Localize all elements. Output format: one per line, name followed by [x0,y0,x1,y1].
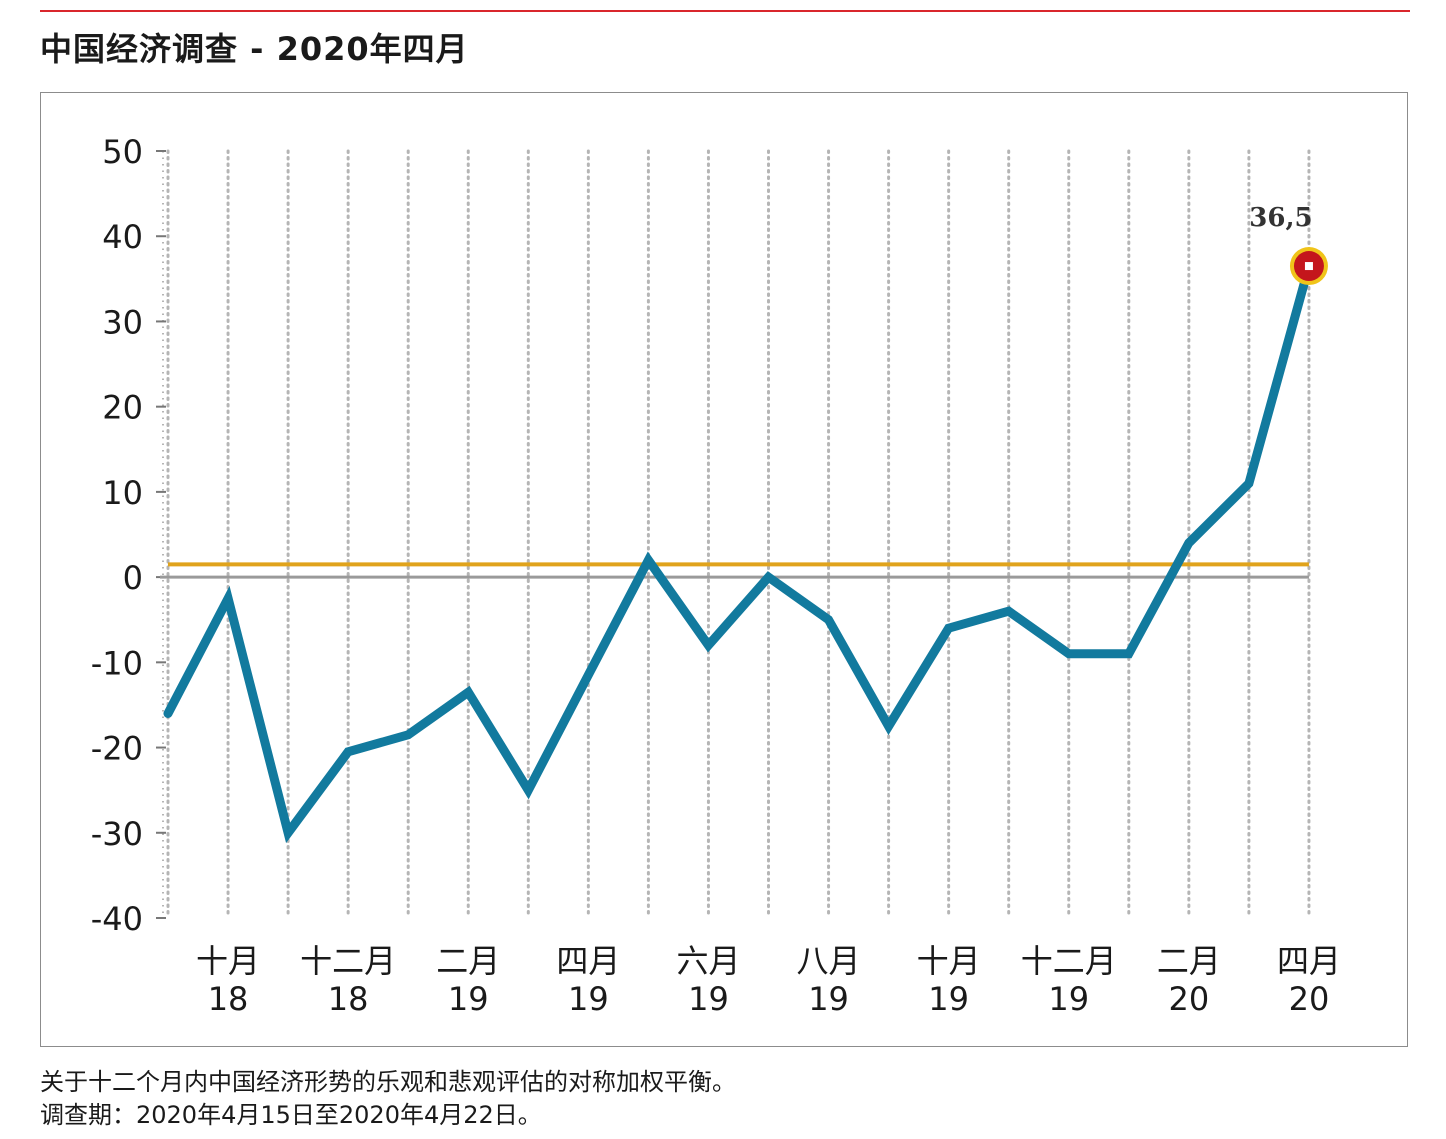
x-tick-label-month: 十二月 [1021,942,1117,980]
y-tick-label: 50 [102,133,143,171]
data-point [1067,652,1071,656]
x-tick-label-year: 18 [328,980,369,1018]
data-point [1247,481,1251,485]
data-point [887,724,891,728]
line-chart: 50403020100-10-20-30-4036,5十月18十二月18二月19… [91,133,1341,1018]
x-tick-label-month: 十月 [196,942,260,980]
x-tick-label-month: 十二月 [300,942,396,980]
data-point [1007,609,1011,613]
x-tick-label-year: 18 [208,980,249,1018]
series-line [163,261,1314,844]
x-tick-label-month: 四月 [1277,942,1341,980]
x-tick-label-year: 20 [1168,980,1209,1018]
data-point [406,733,410,737]
y-tick-label: -40 [91,900,143,938]
x-tick-label-month: 十月 [917,942,981,980]
data-point [646,558,650,562]
x-tick-label-month: 二月 [436,942,500,980]
highlight-marker-center [1304,262,1313,271]
data-point [526,788,530,792]
x-tick-label-year: 19 [568,980,609,1018]
footnote-survey-period: 调查期：2020年4月15日至2020年4月22日。 [40,1101,542,1129]
x-tick-label-year: 19 [688,980,729,1018]
y-tick-label: 0 [123,559,143,597]
data-point [586,673,590,677]
y-tick-label: 20 [102,389,143,427]
x-tick-label-year: 19 [448,980,489,1018]
data-point [706,643,710,647]
top-accent-rule [40,10,1410,12]
x-tick-label-month: 四月 [556,942,620,980]
y-tick-label: -30 [91,815,143,853]
x-tick-label-year: 19 [808,980,849,1018]
x-tick-label-year: 19 [1048,980,1089,1018]
data-point [466,690,470,694]
x-tick-label-month: 二月 [1157,942,1221,980]
y-tick-label: 40 [102,218,143,256]
data-point [1187,541,1191,545]
data-point [827,618,831,622]
data-point [226,596,230,600]
data-point [286,831,290,835]
y-tick-label: -10 [91,644,143,682]
data-point [767,575,771,579]
data-point [166,711,170,715]
data-point [947,626,951,630]
page-title: 中国经济调查 - 2020年四月 [40,30,469,68]
x-tick-label-year: 19 [928,980,969,1018]
x-tick-label-month: 六月 [676,942,740,980]
x-tick-label-year: 20 [1289,980,1330,1018]
footnote-description: 关于十二个月内中国经济形势的乐观和悲观评估的对称加权平衡。 [40,1068,736,1096]
x-tick-label-month: 八月 [797,942,861,980]
highlight-value-label: 36,5 [1249,203,1312,233]
data-point [346,750,350,754]
y-tick-label: 10 [102,474,143,512]
y-tick-label: 30 [102,303,143,341]
chart-frame [40,92,1408,1047]
data-point [1127,652,1131,656]
y-tick-label: -20 [91,730,143,768]
